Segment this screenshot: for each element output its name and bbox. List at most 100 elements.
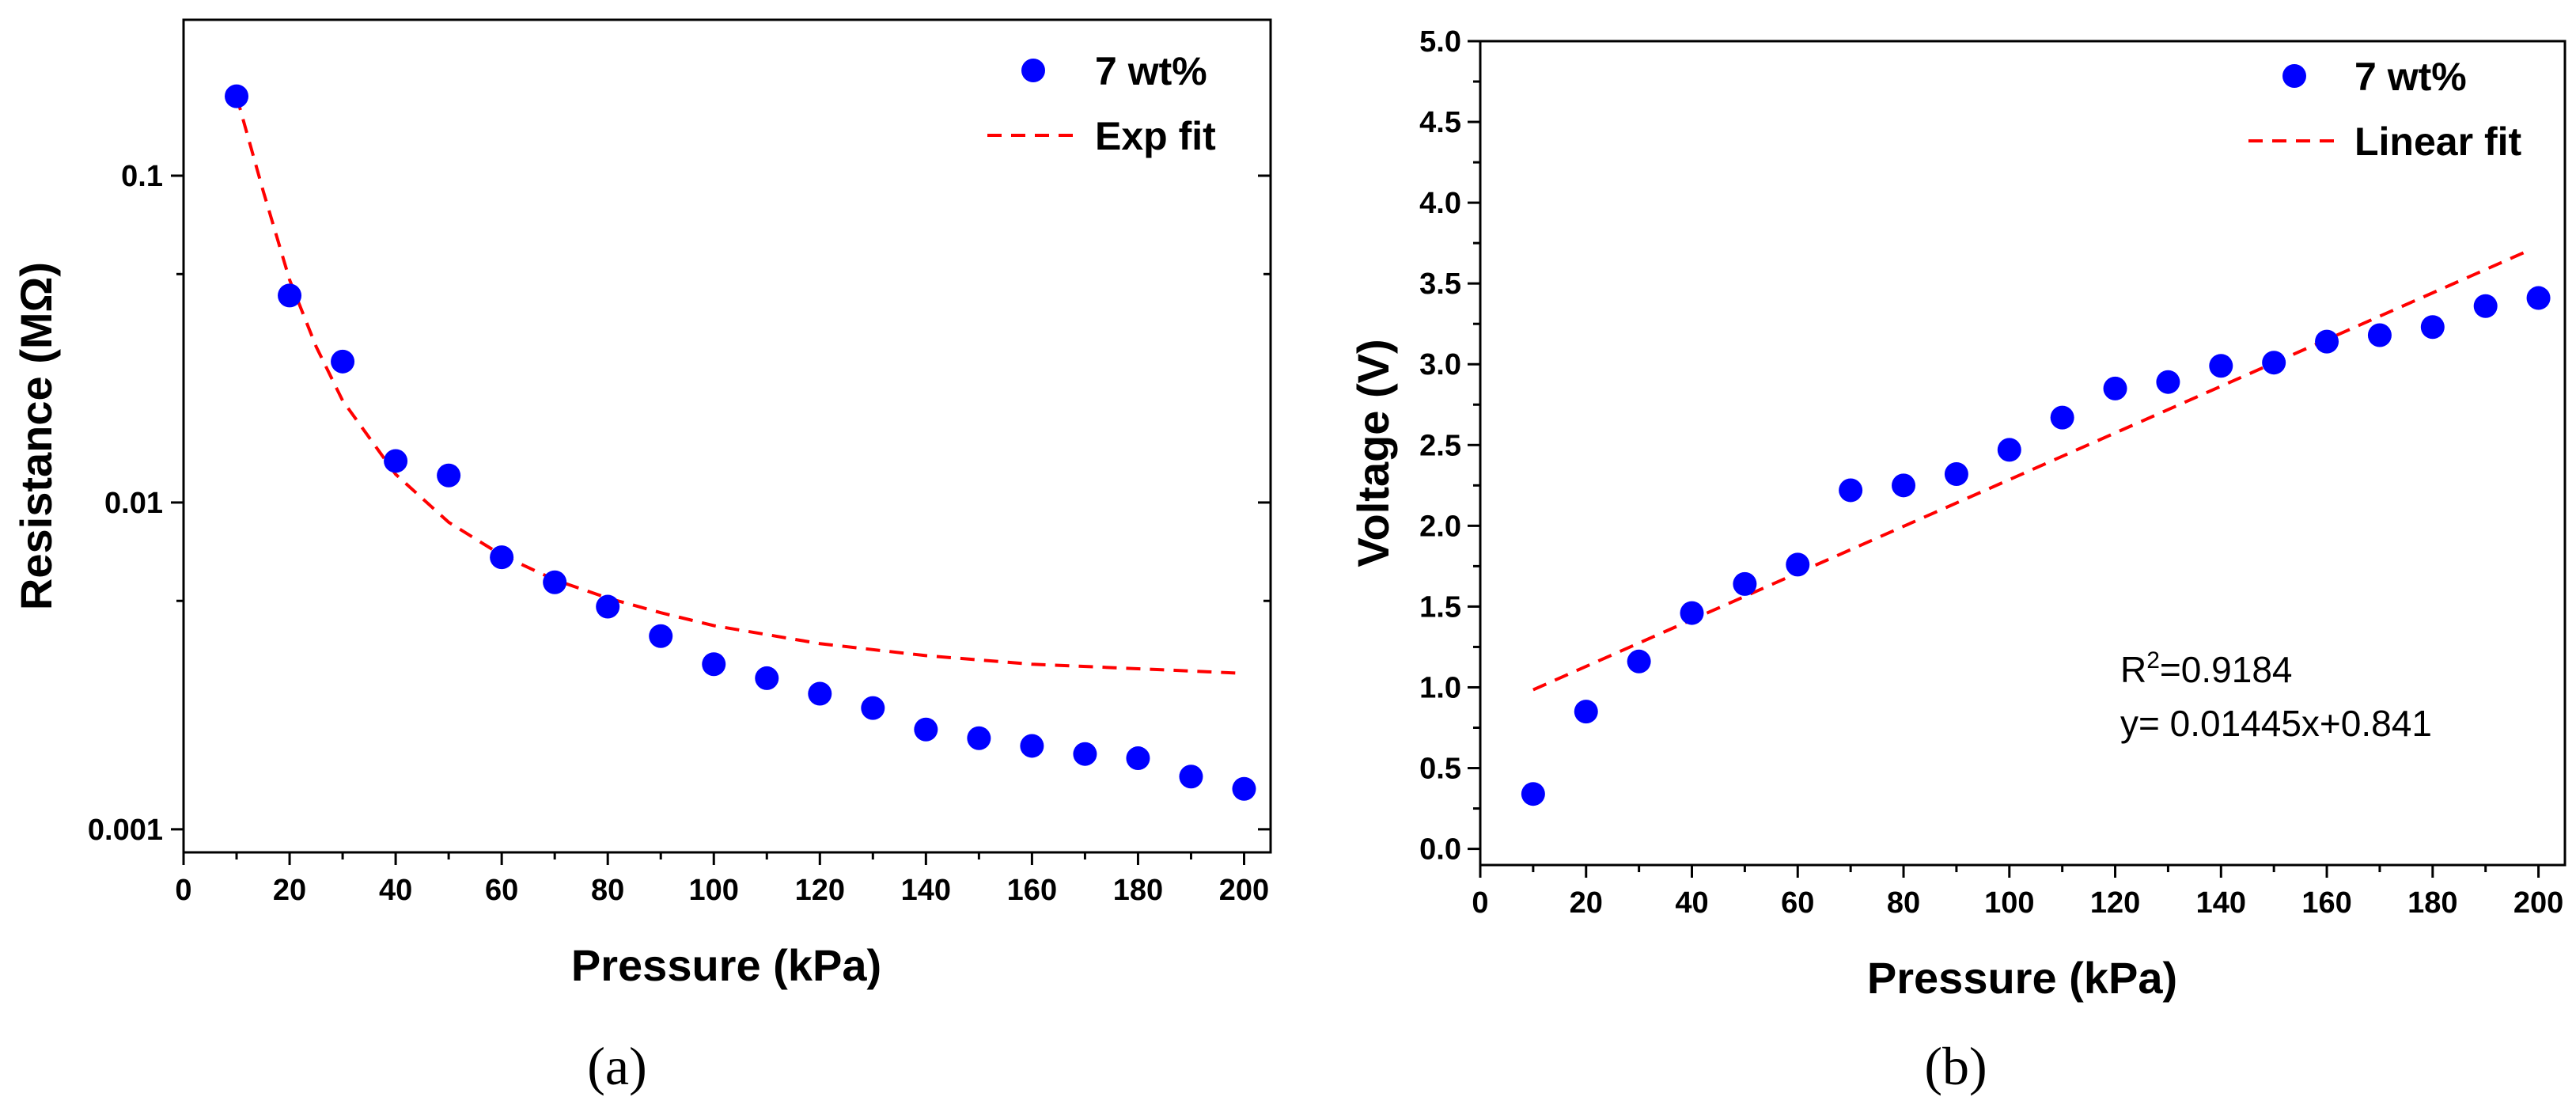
data-point xyxy=(1627,649,1651,674)
fit-equation: y= 0.01445x+0.841 xyxy=(2120,703,2432,744)
data-point xyxy=(1839,478,1863,503)
x-tick-label: 60 xyxy=(485,874,518,907)
y-tick-label: 3.5 xyxy=(1419,268,1461,301)
y-tick-label: 1.0 xyxy=(1419,671,1461,704)
legend-label: Linear fit xyxy=(2354,120,2521,164)
x-tick-label: 180 xyxy=(2407,886,2457,920)
data-point xyxy=(808,681,832,706)
y-tick-label: 0.5 xyxy=(1419,753,1461,786)
x-tick-label: 60 xyxy=(1781,886,1814,920)
y-axis-title: Resistance (MΩ) xyxy=(11,262,61,610)
r-squared-prefix: R xyxy=(2120,649,2146,690)
y-tick-label: 0.0 xyxy=(1419,833,1461,867)
data-point xyxy=(1892,473,1916,498)
data-point xyxy=(437,463,461,488)
x-tick-label: 40 xyxy=(379,874,412,907)
data-point xyxy=(384,449,408,473)
plot-frame xyxy=(1479,40,2567,867)
x-axis-title: Pressure (kPa) xyxy=(1867,953,2177,1003)
x-axis-title: Pressure (kPa) xyxy=(571,940,881,990)
data-point xyxy=(1944,462,1968,487)
x-tick-label: 160 xyxy=(2301,886,2351,920)
legend-label: 7 wt% xyxy=(1095,49,1207,93)
panel-label: (b) xyxy=(1924,1036,1987,1096)
data-point xyxy=(861,696,885,720)
y-tick-label: 3.0 xyxy=(1419,348,1461,381)
legend-marker xyxy=(1021,59,1045,82)
x-tick-label: 200 xyxy=(2513,886,2563,920)
data-point xyxy=(1521,782,1545,806)
fit-line xyxy=(235,96,1244,675)
data-point xyxy=(543,570,567,594)
fit-annotation: R2=0.9184 y= 0.01445x+0.841 xyxy=(2120,647,2432,744)
legend: 7 wt% Linear fit xyxy=(2248,55,2521,164)
x-tick-label: 200 xyxy=(1219,874,1269,907)
data-point xyxy=(490,545,514,570)
data-point xyxy=(1126,746,1150,771)
data-point xyxy=(1733,571,1757,596)
data-point xyxy=(331,349,355,374)
chart-a: 0 20 40 60 80 100 120 140 160 180 200 0.001 0.01 0.1 P… xyxy=(11,18,1272,1096)
x-tick-label: 120 xyxy=(795,874,845,907)
y-tick-label: 0.01 xyxy=(104,487,163,520)
legend-marker xyxy=(2282,64,2306,88)
x-tick-label: 80 xyxy=(1887,886,1920,920)
x-tick-label: 0 xyxy=(175,874,191,907)
data-point xyxy=(2103,376,2127,400)
data-point xyxy=(278,283,302,308)
y-tick-label: 5.0 xyxy=(1419,25,1461,59)
x-tick-label: 0 xyxy=(1472,886,1488,920)
x-tick-label: 160 xyxy=(1007,874,1057,907)
data-point xyxy=(1020,734,1044,758)
data-point xyxy=(2367,323,2392,347)
data-point xyxy=(1574,700,1598,724)
plot-frame xyxy=(182,18,1272,854)
data-point xyxy=(2156,370,2180,394)
y-tick-label: 4.5 xyxy=(1419,106,1461,139)
fit-line xyxy=(1532,249,2529,692)
legend-label: Exp fit xyxy=(1095,114,1216,158)
x-tick-label: 120 xyxy=(2090,886,2140,920)
data-point xyxy=(2262,351,2286,375)
chart-b: 0 20 40 60 80 100 120 140 160 180 200 0.0 0.5 1.0 1.5 2… xyxy=(1348,25,2567,1096)
x-tick-label: 80 xyxy=(591,874,624,907)
data-point xyxy=(2315,329,2339,354)
r-squared-text: R2=0.9184 xyxy=(2120,647,2292,690)
data-point xyxy=(1232,776,1256,801)
y-tick-label: 0.1 xyxy=(121,160,163,193)
data-point xyxy=(225,84,249,108)
data-point xyxy=(2050,405,2074,430)
x-tick-label: 100 xyxy=(689,874,739,907)
x-tick-label: 140 xyxy=(901,874,951,907)
data-point xyxy=(1179,765,1203,789)
data-point xyxy=(2473,294,2498,318)
data-point xyxy=(755,666,779,690)
x-tick-label: 140 xyxy=(2196,886,2246,920)
y-tick-label: 4.0 xyxy=(1419,187,1461,220)
y-tick-label: 2.0 xyxy=(1419,510,1461,543)
data-point xyxy=(1680,601,1704,625)
data-point xyxy=(2420,315,2445,340)
y-axis-title: Voltage (V) xyxy=(1348,339,1398,567)
data-point xyxy=(702,652,726,677)
data-point xyxy=(1786,552,1810,577)
data-point xyxy=(649,624,673,648)
data-point xyxy=(2209,354,2233,378)
y-tick-label: 1.5 xyxy=(1419,590,1461,624)
r-squared-sup: 2 xyxy=(2146,647,2160,674)
legend: 7 wt% Exp fit xyxy=(987,49,1216,158)
data-point xyxy=(967,726,991,750)
data-point xyxy=(596,594,620,619)
data-point xyxy=(1073,742,1097,766)
x-tick-label: 40 xyxy=(1675,886,1708,920)
x-tick-label: 100 xyxy=(1984,886,2034,920)
legend-label: 7 wt% xyxy=(2354,55,2467,99)
data-point xyxy=(1997,438,2021,462)
data-point xyxy=(2526,286,2551,310)
panel-label: (a) xyxy=(587,1036,646,1096)
y-tick-label: 0.001 xyxy=(88,814,163,847)
y-tick-label: 2.5 xyxy=(1419,429,1461,462)
x-tick-label: 20 xyxy=(273,874,306,907)
r-squared-value: =0.9184 xyxy=(2160,649,2293,690)
